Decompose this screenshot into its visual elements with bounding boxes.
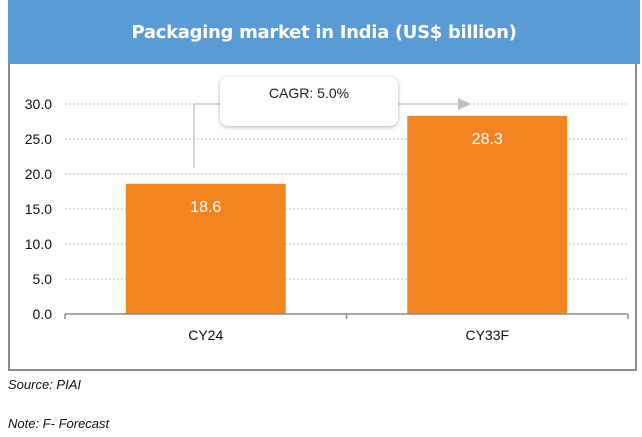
x-tick-label: CY33F (465, 327, 509, 343)
y-tick-label: 5.0 (33, 271, 53, 287)
data-label: 28.3 (472, 131, 503, 148)
y-tick-label: 15.0 (25, 201, 52, 217)
chart-frame (8, 64, 637, 371)
x-tick-label: CY24 (188, 327, 223, 343)
data-label: 18.6 (190, 199, 221, 216)
y-tick-label: 0.0 (33, 306, 53, 322)
y-tick-label: 10.0 (25, 236, 52, 252)
chart-title: Packaging market in India (US$ billion) (8, 0, 640, 64)
y-tick-label: 20.0 (25, 166, 52, 182)
bar (125, 183, 286, 314)
cagr-callout: CAGR: 5.0% (220, 77, 398, 126)
source-note: Source: PIAI (8, 377, 81, 392)
y-tick-label: 25.0 (25, 131, 52, 147)
arrow-head-icon (458, 98, 471, 110)
bar (407, 115, 568, 315)
forecast-note: Note: F- Forecast (8, 416, 110, 431)
y-tick-label: 30.0 (25, 96, 52, 112)
